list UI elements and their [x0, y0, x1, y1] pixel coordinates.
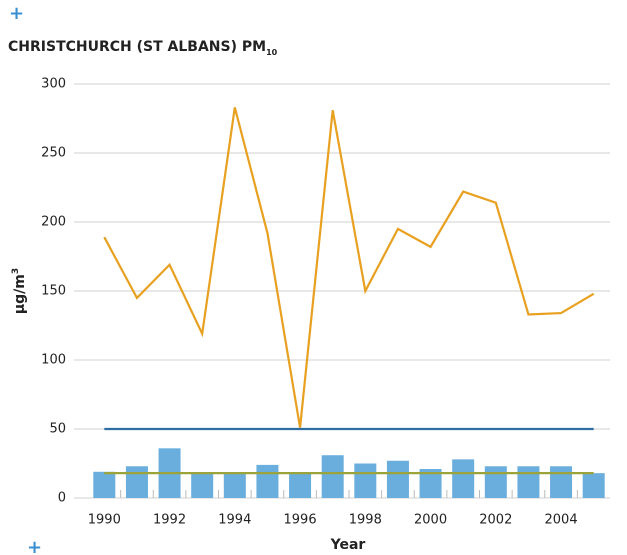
x-tick-label: 1990: [88, 513, 121, 528]
bar: [517, 466, 540, 498]
title-subscript: 10: [266, 48, 278, 57]
plus-icon: +: [27, 537, 42, 555]
plus-icon: +: [9, 3, 24, 24]
x-tick-label: 1994: [218, 513, 251, 528]
y-tick-label: 200: [41, 215, 66, 230]
y-tick-label: 100: [41, 353, 66, 368]
y-label-main: µg/m: [12, 274, 28, 314]
x-tick-label: 1992: [153, 513, 186, 528]
bar: [93, 471, 116, 498]
x-tick-label: 1998: [349, 513, 382, 528]
bar: [223, 473, 246, 498]
y-label-superscript: 3: [11, 268, 21, 274]
bar: [354, 463, 377, 498]
bar: [550, 466, 573, 498]
bar: [289, 473, 312, 498]
y-tick-label: 300: [41, 77, 66, 92]
bar: [191, 473, 214, 498]
y-axis-label: µg/m3: [11, 268, 29, 314]
y-tick-label: 250: [41, 146, 66, 161]
x-tick-label: 1996: [284, 513, 317, 528]
x-axis-label: Year: [330, 537, 366, 553]
x-tick-label: 2002: [479, 513, 512, 528]
title-main: CHRISTCHURCH (ST ALBANS) PM: [8, 39, 266, 55]
y-tick-label: 50: [49, 422, 66, 437]
bar: [419, 469, 442, 498]
x-tick-label: 2000: [414, 513, 447, 528]
line: [103, 107, 595, 428]
bar: [125, 466, 148, 498]
x-tick-label: 2004: [545, 513, 578, 528]
bar: [582, 473, 605, 498]
bar: [256, 464, 279, 498]
bar: [321, 455, 344, 498]
y-tick-label: 150: [41, 284, 66, 299]
bar: [452, 459, 475, 498]
bar: [484, 466, 507, 498]
bar: [386, 460, 409, 498]
chart-title: CHRISTCHURCH (ST ALBANS) PM10: [8, 39, 278, 57]
y-tick-label: 0: [58, 491, 66, 506]
